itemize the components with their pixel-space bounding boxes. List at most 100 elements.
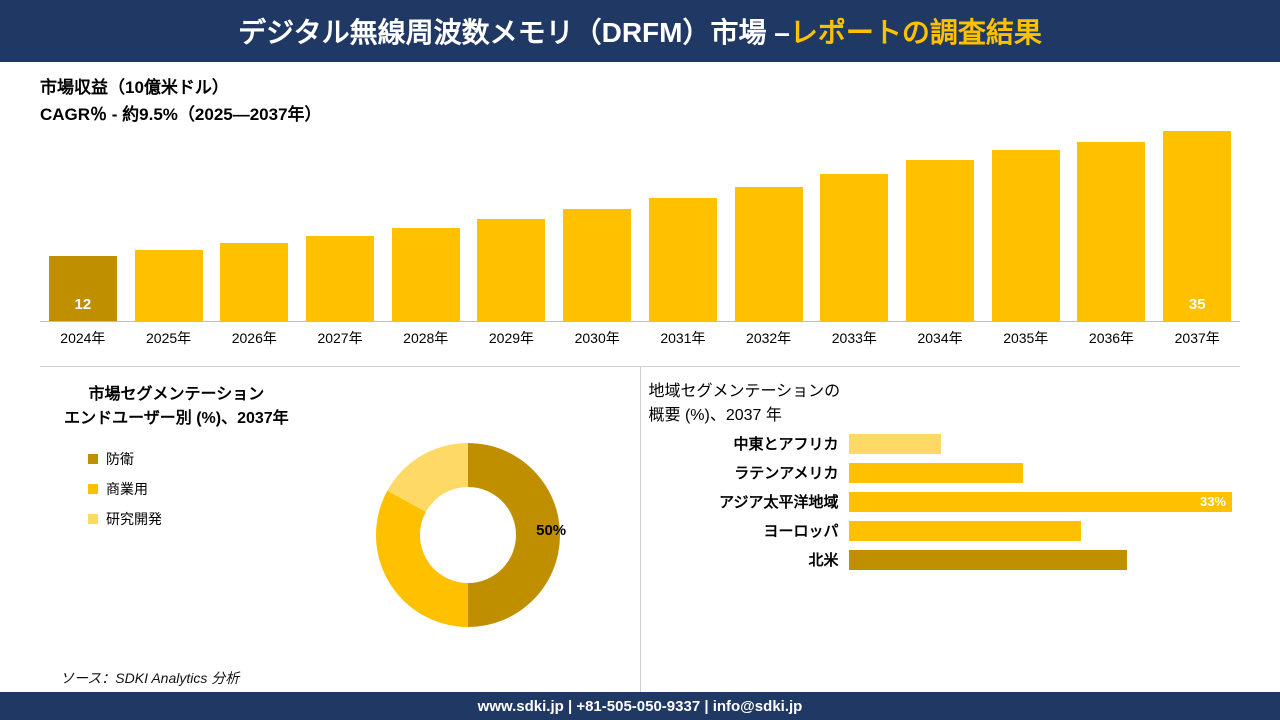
- x-label: 2037年: [1154, 328, 1240, 348]
- bar: [735, 187, 803, 322]
- footer-text: www.sdki.jp | +81-505-050-9337 | info@sd…: [478, 698, 803, 715]
- region-label: 北米: [649, 549, 849, 570]
- bar-cell: [811, 174, 897, 322]
- donut-wrap: 50%: [305, 377, 632, 692]
- legend-item: 防衛: [88, 449, 305, 469]
- x-label: 2024年: [40, 328, 126, 348]
- donut-title-line2: エンドユーザー別 (%)、2037年: [64, 410, 289, 427]
- x-label: 2029年: [469, 328, 555, 348]
- x-label: 2027年: [297, 328, 383, 348]
- region-bar-fill: [849, 521, 1081, 541]
- bar-cell: [383, 228, 469, 321]
- bar: [820, 174, 888, 322]
- region-bar-row: 北米: [649, 549, 1233, 570]
- bar: [1077, 142, 1145, 321]
- page-title: デジタル無線周波数メモリ（DRFM）市場 –レポートの調査結果: [238, 11, 1042, 51]
- bar-value-label: 12: [49, 296, 117, 313]
- bottom-panels: 市場セグメンテーション エンドユーザー別 (%)、2037年 防衛商業用研究開発…: [40, 366, 1240, 692]
- region-bar-track: [849, 434, 1233, 454]
- cagr-label: CAGR％ - 約9.5%（2025―2037年）: [40, 101, 1240, 128]
- x-label: 2032年: [726, 328, 812, 348]
- donut-text-col: 市場セグメンテーション エンドユーザー別 (%)、2037年 防衛商業用研究開発: [48, 377, 305, 692]
- bar-cell: [126, 250, 212, 321]
- legend-item: 研究開発: [88, 509, 305, 529]
- bar-cell: [1069, 142, 1155, 321]
- donut-title-line1: 市場セグメンテーション: [89, 386, 265, 403]
- bar: [392, 228, 460, 321]
- bar-cell: [554, 209, 640, 321]
- footer-bar: www.sdki.jp | +81-505-050-9337 | info@sd…: [0, 692, 1280, 720]
- x-label: 2033年: [811, 328, 897, 348]
- main-area: 市場収益（10億米ドル） CAGR％ - 約9.5%（2025―2037年） 1…: [0, 62, 1280, 692]
- legend-label: 商業用: [106, 479, 148, 499]
- bar-cell: [897, 160, 983, 322]
- region-bar-track: [849, 521, 1233, 541]
- bar: [649, 198, 717, 321]
- region-title-line1: 地域セグメンテーションの: [649, 383, 841, 400]
- revenue-unit-label: 市場収益（10億米ドル）: [40, 74, 1240, 101]
- region-bar-track: [849, 550, 1233, 570]
- bar: [306, 236, 374, 321]
- region-bar-row: アジア太平洋地域 33%: [649, 491, 1233, 512]
- bar: 12: [49, 256, 117, 321]
- region-bar-fill: 33%: [849, 492, 1233, 512]
- segmentation-panel: 市場セグメンテーション エンドユーザー別 (%)、2037年 防衛商業用研究開発…: [40, 366, 641, 692]
- bar-cell: [983, 150, 1069, 321]
- legend-swatch: [88, 454, 98, 464]
- bar-cell: [469, 219, 555, 322]
- legend-swatch: [88, 484, 98, 494]
- bar-cell: [726, 187, 812, 322]
- bar-cell: [297, 236, 383, 321]
- source-note: ソース：SDKI Analytics 分析: [60, 668, 239, 688]
- x-label: 2034年: [897, 328, 983, 348]
- bars-row: 12 35: [40, 132, 1240, 322]
- region-label: アジア太平洋地域: [649, 491, 849, 512]
- header-bar: デジタル無線周波数メモリ（DRFM）市場 –レポートの調査結果: [0, 0, 1280, 62]
- x-label: 2028年: [383, 328, 469, 348]
- x-axis-labels: 2024年2025年2026年2027年2028年2029年2030年2031年…: [40, 328, 1240, 348]
- region-bar-row: ラテンアメリカ: [649, 462, 1233, 483]
- bar-cell: [211, 243, 297, 321]
- legend-item: 商業用: [88, 479, 305, 499]
- bar: [906, 160, 974, 322]
- x-label: 2031年: [640, 328, 726, 348]
- x-label: 2035年: [983, 328, 1069, 348]
- bar: [135, 250, 203, 321]
- legend-swatch: [88, 514, 98, 524]
- region-bar-value: 33%: [1200, 492, 1226, 512]
- title-left: デジタル無線周波数メモリ（DRFM）市場 –: [238, 17, 790, 48]
- title-right: レポートの調査結果: [790, 17, 1042, 48]
- region-panel: 地域セグメンテーションの 概要 (%)、2037 年 中東とアフリカラテンアメリ…: [641, 366, 1241, 692]
- region-bar-track: 33%: [849, 492, 1233, 512]
- bar: [220, 243, 288, 321]
- donut-legend: 防衛商業用研究開発: [88, 449, 305, 529]
- donut-slice: [376, 490, 468, 626]
- region-bar-row: 中東とアフリカ: [649, 433, 1233, 454]
- region-bar-fill: [849, 463, 1023, 483]
- legend-label: 研究開発: [106, 509, 162, 529]
- bar-cell: 12: [40, 256, 126, 321]
- bar-cell: 35: [1154, 131, 1240, 321]
- region-bar-fill: [849, 434, 942, 454]
- donut-value-label: 50%: [536, 522, 566, 539]
- page: デジタル無線周波数メモリ（DRFM）市場 –レポートの調査結果 市場収益（10億…: [0, 0, 1280, 720]
- bar-chart: 12 35 2024年2025年2026年2027年2028年2029年2030年…: [40, 132, 1240, 348]
- region-title: 地域セグメンテーションの 概要 (%)、2037 年: [649, 377, 1233, 425]
- x-label: 2036年: [1069, 328, 1155, 348]
- bar: 35: [1163, 131, 1231, 321]
- region-bar-fill: [849, 550, 1128, 570]
- x-label: 2026年: [211, 328, 297, 348]
- region-label: ヨーロッパ: [649, 520, 849, 541]
- bar-cell: [640, 198, 726, 321]
- x-label: 2030年: [554, 328, 640, 348]
- bar: [992, 150, 1060, 321]
- region-bars: 中東とアフリカラテンアメリカアジア太平洋地域 33% ヨーロッパ北米: [649, 433, 1233, 570]
- donut-title: 市場セグメンテーション エンドユーザー別 (%)、2037年: [48, 383, 305, 431]
- region-title-line2: 概要 (%)、2037 年: [649, 407, 782, 424]
- x-label: 2025年: [126, 328, 212, 348]
- region-bar-row: ヨーロッパ: [649, 520, 1233, 541]
- region-label: 中東とアフリカ: [649, 433, 849, 454]
- region-bar-track: [849, 463, 1233, 483]
- top-labels: 市場収益（10億米ドル） CAGR％ - 約9.5%（2025―2037年）: [40, 74, 1240, 128]
- bar-value-label: 35: [1163, 296, 1231, 313]
